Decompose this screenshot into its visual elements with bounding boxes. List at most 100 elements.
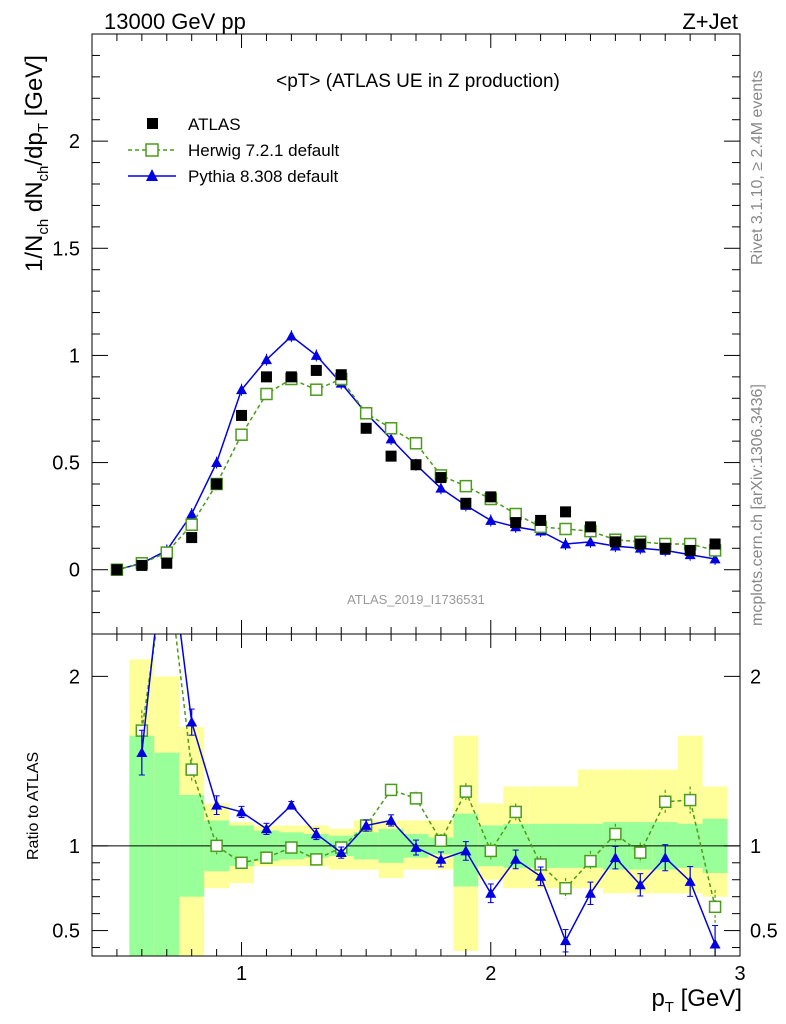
pythia-ratio-point: [186, 716, 198, 727]
atlas-data-point: [211, 478, 223, 490]
herwig-main-point: [359, 407, 373, 420]
atlas-data-point: [285, 371, 297, 383]
ratio-y-tick-label-left: 1: [69, 836, 80, 858]
ratio-y-tick-label-right: 2: [750, 666, 761, 688]
pythia-main-point: [310, 349, 322, 360]
main-y-tick-label: 2: [69, 131, 80, 153]
process-label: Z+Jet: [682, 9, 738, 34]
atlas-data-point: [360, 422, 372, 434]
herwig-ratio-point: [384, 783, 398, 797]
atlas-data-point: [584, 521, 596, 533]
x-tick-label: 1: [236, 963, 247, 985]
ratio-y-tick-label-left: 0.5: [52, 921, 80, 943]
pythia-main-point: [236, 384, 248, 395]
herwig-ratio-point: [509, 805, 522, 819]
pythia-ratio-point: [709, 938, 721, 949]
pythia-main-point: [285, 330, 297, 341]
legend-herwig-marker: [145, 143, 159, 157]
main-y-axis-label: 1/Nch dNch/dpT [GeV]: [21, 55, 52, 272]
ratio-series-group: [92, 518, 740, 956]
herwig-main-point: [160, 546, 174, 559]
atlas-data-point: [709, 538, 721, 550]
x-axis-label: pT [GeV]: [651, 985, 742, 1016]
herwig-ratio-point: [484, 844, 498, 858]
atlas-data-point: [310, 364, 322, 376]
herwig-main-line: [116, 378, 716, 571]
pythia-ratio-point: [535, 870, 547, 881]
pythia-ratio-point: [460, 845, 472, 856]
atlas-data-point: [410, 459, 422, 471]
pythia-ratio-point: [560, 935, 572, 946]
herwig-main-point: [409, 437, 423, 450]
herwig-ratio-point: [683, 793, 697, 807]
pythia-ratio-point: [211, 799, 223, 810]
atlas-data-point: [186, 532, 198, 544]
legend-pythia-label: Pythia 8.308 default: [188, 167, 339, 186]
pythia-ratio-line: [141, 634, 716, 945]
herwig-ratio-point: [260, 851, 273, 864]
ratio-y-tick-label-right: 1: [750, 836, 761, 858]
herwig-main-point: [235, 428, 248, 441]
pythia-ratio-point: [161, 518, 172, 528]
pythia-ratio-point: [510, 853, 522, 864]
herwig-ratio-point: [235, 856, 248, 870]
pythia-ratio-point: [310, 828, 322, 839]
atlas-data-point: [460, 497, 472, 509]
pythia-main-point: [186, 508, 198, 519]
herwig-ratio-point: [459, 785, 473, 798]
pythia-main-line: [116, 335, 716, 571]
atlas-data-point: [435, 472, 447, 484]
main-y-tick-label: 0.5: [52, 453, 80, 475]
plot-title: <pT> (ATLAS UE in Z production): [276, 71, 560, 92]
pythia-ratio-point: [360, 820, 372, 830]
herwig-ratio-point: [584, 854, 597, 868]
legend-pythia-marker: [146, 169, 158, 181]
x-tick-label: 2: [485, 963, 496, 985]
herwig-main-point: [384, 422, 398, 435]
pythia-main-point: [709, 553, 721, 564]
side-rivet-label: Rivet 3.1.10, ≥ 2.4M events: [749, 70, 766, 265]
atlas-data-point: [111, 564, 123, 576]
herwig-ratio-point: [658, 795, 672, 809]
herwig-ratio-point: [285, 841, 298, 854]
pythia-main-point: [385, 433, 397, 444]
pythia-ratio-point: [684, 875, 696, 886]
herwig-ratio-point: [559, 881, 572, 895]
atlas-data-point: [161, 557, 173, 569]
atlas-data-point: [560, 506, 572, 518]
axes-group: 1 2 3 0 0.5 1 1.5 2 0.5 0.5 1 1 2 2: [52, 33, 778, 985]
legend-atlas-marker: [147, 118, 158, 129]
herwig-main-point: [310, 383, 323, 396]
herwig-ratio-point: [409, 792, 423, 805]
herwig-main-point: [459, 479, 473, 493]
pythia-main-point: [560, 538, 572, 549]
pythia-ratio-point: [285, 799, 297, 810]
pythia-main-point: [435, 482, 447, 493]
herwig-main-point: [559, 522, 572, 536]
atlas-data-point: [535, 514, 547, 526]
main-y-tick-label: 1: [69, 345, 80, 367]
pythia-ratio-point: [236, 806, 248, 817]
herwig-ratio-point: [310, 853, 323, 866]
herwig-ratio-point: [185, 763, 198, 776]
atlas-data-point: [510, 517, 522, 529]
pythia-ratio-point: [435, 853, 447, 864]
ratio-y-axis-label: Ratio to ATLAS: [25, 752, 42, 860]
legend-atlas-label: ATLAS: [188, 115, 241, 134]
band-inner-bin: [154, 752, 180, 956]
legend: ATLAS Herwig 7.2.1 default Pythia 8.308 …: [128, 115, 339, 186]
pythia-main-point: [485, 514, 497, 525]
pythia-ratio-point: [385, 814, 397, 825]
pythia-main-point: [211, 457, 223, 467]
herwig-main-point: [260, 387, 273, 401]
pythia-ratio-point: [335, 847, 347, 858]
atlas-data-point: [485, 491, 497, 503]
pythia-ratio-point: [584, 887, 596, 898]
x-tick-label: 3: [734, 963, 745, 985]
pythia-ratio-point: [609, 852, 621, 863]
pythia-ratio-point: [659, 852, 671, 863]
ratio-y-tick-label-right: 0.5: [750, 921, 778, 943]
atlas-data-point: [385, 450, 397, 462]
herwig-ratio-point: [434, 834, 448, 848]
